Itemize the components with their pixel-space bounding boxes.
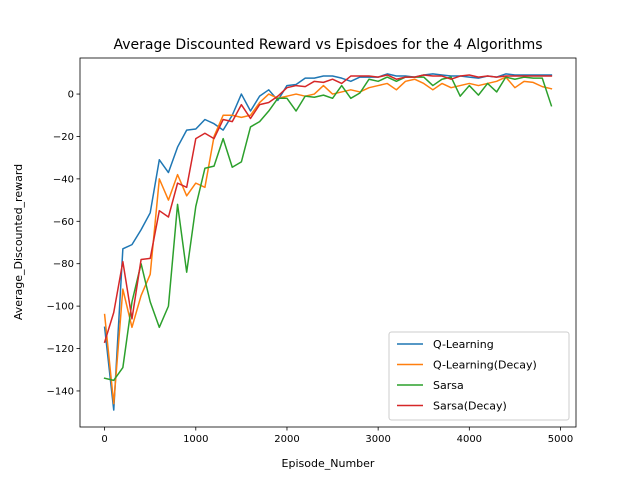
legend-entry: Sarsa bbox=[433, 379, 464, 392]
x-tick-label: 3000 bbox=[365, 434, 390, 445]
chart-title: Average Discounted Reward vs Episdoes fo… bbox=[113, 37, 542, 53]
plot-frame bbox=[79, 57, 577, 428]
legend: Q-Learning Q-Learning(Decay) Sarsa Sarsa(De… bbox=[388, 331, 570, 421]
x-tick-label: 4000 bbox=[457, 434, 482, 445]
x-tick-label: 2000 bbox=[274, 434, 299, 445]
x-tick-label: 5000 bbox=[548, 434, 573, 445]
series-line-2 bbox=[103, 76, 553, 382]
y-tick-label: −80 bbox=[53, 259, 74, 270]
plot-lines bbox=[103, 73, 553, 411]
x-tick-label: 1000 bbox=[183, 434, 208, 445]
y-tick-label: −100 bbox=[47, 302, 74, 313]
y-tick-label: −40 bbox=[53, 174, 74, 185]
legend-entry: Sarsa(Decay) bbox=[433, 400, 507, 413]
y-tick-label: −140 bbox=[47, 386, 74, 397]
x-tick-label: 0 bbox=[101, 434, 107, 445]
y-axis-label: Average_Discounted_reward bbox=[12, 164, 25, 320]
legend-entry: Q-Learning bbox=[433, 338, 494, 351]
x-axis-label: Episode_Number bbox=[282, 457, 375, 470]
y-axis: −140 −120 −100 −80 −60 −40 −20 0 bbox=[47, 90, 80, 397]
series-line-0 bbox=[103, 73, 553, 411]
series-line-1 bbox=[103, 76, 553, 405]
x-axis: 0 1000 2000 3000 4000 5000 bbox=[101, 427, 573, 445]
y-tick-label: 0 bbox=[68, 90, 74, 101]
legend-entry: Q-Learning(Decay) bbox=[433, 359, 537, 372]
y-tick-label: −20 bbox=[53, 132, 74, 143]
series-line-3 bbox=[103, 74, 553, 344]
y-tick-label: −120 bbox=[47, 344, 74, 355]
legend-box bbox=[388, 331, 570, 421]
y-tick-label: −60 bbox=[53, 217, 74, 228]
